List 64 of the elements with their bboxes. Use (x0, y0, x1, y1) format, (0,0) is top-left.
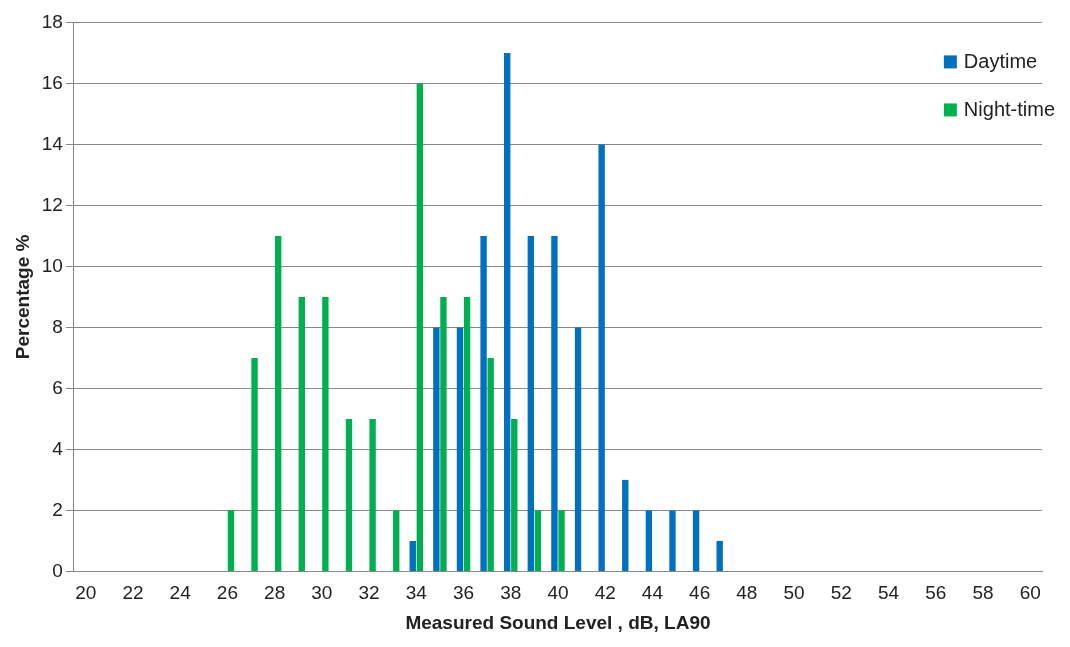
bar (298, 296, 305, 571)
bar (534, 510, 542, 571)
legend-label: Night-time (963, 97, 1056, 120)
x-tick-label: 34 (405, 582, 428, 604)
x-tick-label: 58 (972, 582, 994, 604)
y-axis-title: Percentage % (11, 234, 33, 360)
bar (345, 418, 353, 571)
bar (251, 357, 258, 571)
bar (574, 327, 582, 571)
bar (527, 235, 534, 571)
y-tick-label: 12 (41, 193, 63, 215)
bar (645, 510, 653, 571)
bar (622, 479, 629, 571)
x-tick-label: 22 (122, 582, 144, 604)
y-tick-label: 6 (52, 376, 63, 398)
bar (416, 83, 424, 571)
bar (558, 510, 565, 571)
x-tick-label: 24 (169, 582, 192, 604)
legend-label: Daytime (963, 49, 1038, 72)
bar (393, 510, 400, 571)
x-tick-label: 26 (216, 582, 238, 604)
bar (598, 144, 605, 571)
x-tick-label: 28 (264, 582, 286, 604)
x-tick-label: 40 (547, 582, 569, 604)
bar (551, 235, 558, 571)
bar (463, 296, 471, 571)
x-tick-label: 30 (311, 582, 333, 604)
x-tick-label: 20 (75, 582, 97, 604)
x-tick-label: 42 (594, 582, 616, 604)
x-axis-title: Measured Sound Level , dB, LA90 (405, 611, 711, 633)
y-tick-label: 18 (41, 10, 63, 32)
x-tick-label: 56 (925, 582, 947, 604)
bar (274, 235, 282, 571)
bar (227, 510, 235, 571)
bar (456, 327, 464, 571)
y-tick-label: 16 (41, 71, 63, 93)
bar (322, 296, 329, 571)
x-tick-label: 48 (736, 582, 758, 604)
x-tick-label: 38 (500, 582, 522, 604)
bar (511, 418, 518, 571)
y-tick-label: 14 (41, 132, 64, 154)
bar (692, 510, 700, 571)
x-tick-label: 32 (358, 582, 380, 604)
bar (669, 510, 676, 571)
bar (409, 540, 416, 571)
x-tick-label: 54 (877, 582, 900, 604)
x-tick-label: 46 (689, 582, 711, 604)
y-tick-label: 8 (52, 315, 63, 337)
bar (433, 327, 440, 571)
x-tick-label: 50 (783, 582, 805, 604)
y-tick-label: 2 (52, 498, 63, 520)
y-tick-label: 10 (41, 254, 63, 276)
x-tick-label: 36 (452, 582, 475, 604)
y-tick-label: 0 (52, 559, 63, 581)
bar (369, 418, 376, 571)
bar (480, 235, 487, 571)
x-tick-label: 44 (641, 582, 664, 604)
bar (504, 52, 511, 571)
bar (716, 540, 723, 571)
x-tick-label: 60 (1019, 582, 1041, 604)
y-tick-label: 4 (52, 437, 64, 459)
bar (440, 296, 447, 571)
bar (487, 357, 494, 571)
x-tick-label: 52 (830, 582, 852, 604)
